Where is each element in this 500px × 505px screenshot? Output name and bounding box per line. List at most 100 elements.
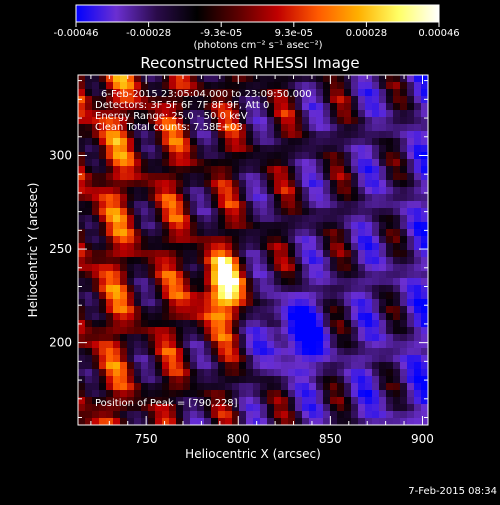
heatmap-pixel [92,222,100,230]
heatmap-pixel [379,96,387,104]
heatmap-pixel [246,236,254,244]
heatmap-pixel [281,383,289,391]
heatmap-pixel [169,404,177,412]
heatmap-pixel [295,418,303,426]
heatmap-pixel [120,383,128,391]
heatmap-pixel [302,208,310,216]
heatmap-pixel [400,348,408,356]
heatmap-pixel [85,152,93,160]
heatmap-pixel [211,411,219,419]
heatmap-pixel [414,411,422,419]
heatmap-pixel [134,82,142,90]
heatmap-pixel [134,145,142,153]
heatmap-pixel [351,348,359,356]
heatmap-pixel [232,110,240,118]
heatmap-pixel [155,383,163,391]
heatmap-pixel [141,187,149,195]
heatmap-pixel [274,229,282,237]
heatmap-pixel [316,397,324,405]
heatmap-pixel [113,75,121,83]
heatmap-pixel [232,152,240,160]
heatmap-pixel [141,327,149,335]
heatmap-pixel [253,110,261,118]
heatmap-pixel [414,418,422,426]
heatmap-pixel [232,418,240,426]
heatmap-pixel [92,369,100,377]
heatmap-pixel [169,180,177,188]
heatmap-pixel [211,96,219,104]
heatmap-pixel [316,355,324,363]
heatmap-pixel [267,411,275,419]
heatmap-pixel [309,166,317,174]
heatmap-pixel [78,222,86,230]
heatmap-pixel [407,201,415,209]
heatmap-pixel [239,348,247,356]
heatmap-pixel [218,180,226,188]
heatmap-pixel [253,334,261,342]
heatmap-pixel [421,117,429,125]
heatmap-pixel [99,75,107,83]
heatmap-pixel [330,180,338,188]
heatmap-pixel [330,348,338,356]
heatmap-pixel [400,250,408,258]
heatmap-pixel [407,271,415,279]
heatmap-pixel [218,187,226,195]
heatmap-pixel [127,320,135,328]
heatmap-pixel [365,166,373,174]
heatmap-pixel [211,173,219,181]
heatmap-pixel [337,285,345,293]
heatmap-pixel [239,124,247,132]
heatmap-pixel [344,208,352,216]
heatmap-pixel [120,187,128,195]
heatmap-pixel [407,355,415,363]
heatmap-pixel [379,82,387,90]
heatmap-pixel [372,278,380,286]
heatmap-pixel [239,404,247,412]
heatmap-pixel [169,222,177,230]
heatmap-pixel [421,138,429,146]
heatmap-pixel [365,215,373,223]
heatmap-pixel [351,194,359,202]
heatmap-pixel [351,299,359,307]
heatmap-pixel [253,362,261,370]
heatmap-pixel [239,355,247,363]
heatmap-pixel [316,404,324,412]
heatmap-pixel [260,376,268,384]
heatmap-pixel [267,348,275,356]
heatmap-pixel [246,75,254,83]
heatmap-pixel [120,236,128,244]
heatmap-pixel [155,313,163,321]
heatmap-pixel [232,145,240,153]
heatmap-pixel [155,145,163,153]
heatmap-pixel [260,369,268,377]
heatmap-pixel [162,208,170,216]
heatmap-pixel [281,110,289,118]
heatmap-pixel [400,306,408,314]
heatmap-pixel [379,110,387,118]
heatmap-pixel [190,348,198,356]
heatmap-pixel [211,341,219,349]
heatmap-pixel [246,243,254,251]
heatmap-pixel [407,152,415,160]
heatmap-pixel [120,159,128,167]
heatmap-pixel [323,89,331,97]
heatmap-pixel [239,236,247,244]
heatmap-pixel [162,103,170,111]
heatmap-pixel [274,187,282,195]
heatmap-pixel [99,264,107,272]
heatmap-pixel [337,306,345,314]
heatmap-pixel [183,313,191,321]
heatmap-pixel [176,152,184,160]
heatmap-pixel [99,257,107,265]
heatmap-pixel [344,334,352,342]
heatmap-pixel [281,306,289,314]
heatmap-pixel [218,341,226,349]
heatmap-pixel [183,138,191,146]
heatmap-pixel [414,327,422,335]
heatmap-pixel [204,215,212,223]
heatmap-pixel [260,187,268,195]
heatmap-pixel [183,194,191,202]
heatmap-pixel [148,138,156,146]
heatmap-pixel [337,264,345,272]
heatmap-pixel [197,292,205,300]
